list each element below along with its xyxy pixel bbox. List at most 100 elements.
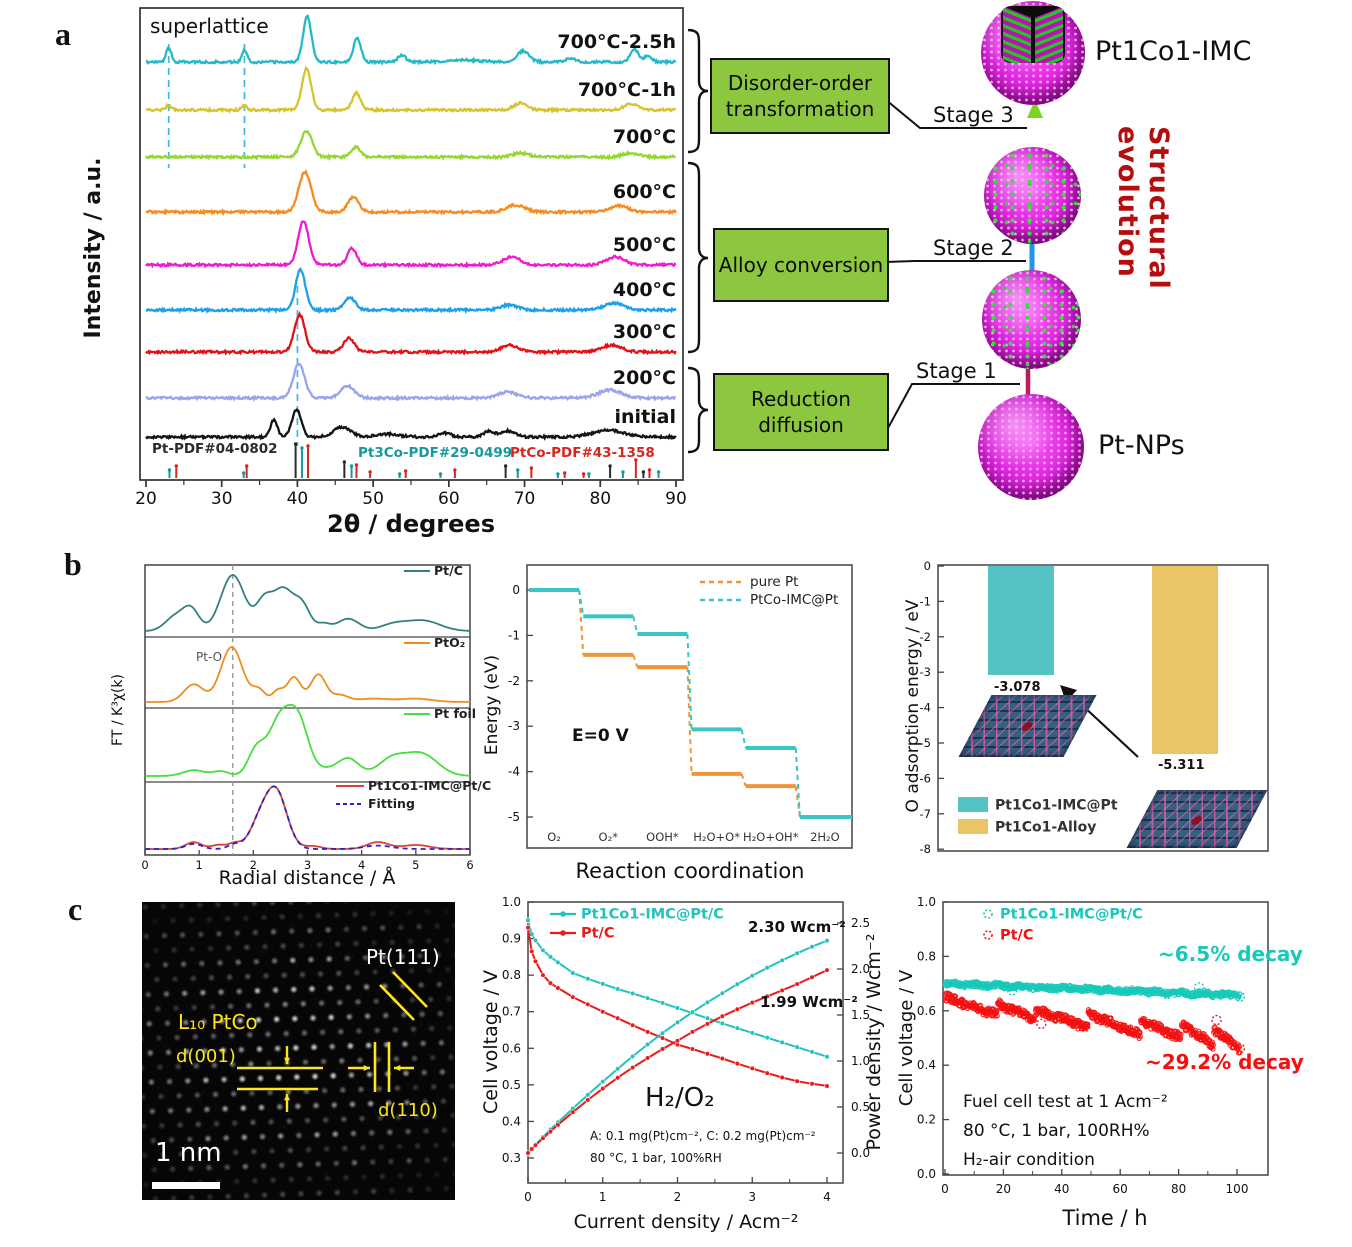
bar-value-alloy: -5.311 bbox=[1158, 758, 1205, 773]
bar-value-imc: -3.078 bbox=[994, 680, 1041, 695]
exafs-curve bbox=[145, 646, 470, 703]
energy-connector bbox=[632, 616, 639, 635]
pol-marker bbox=[704, 1051, 711, 1057]
peak-power-ptc: 1.99 Wcm⁻² bbox=[760, 993, 858, 1011]
dur-outlier bbox=[1234, 991, 1246, 1002]
category-label: O₂ bbox=[547, 830, 561, 844]
ref-stick-cap bbox=[300, 446, 304, 450]
energy-connector bbox=[740, 729, 747, 749]
ref-stick-cap bbox=[562, 471, 567, 475]
ref-stick-cap bbox=[656, 470, 661, 474]
xrd-ylabel: Intensity / a.u. bbox=[81, 157, 106, 338]
e0-annotation: E=0 V bbox=[572, 726, 629, 746]
legend-label: Pt1Co1-IMC@Pt bbox=[995, 798, 1118, 814]
exafs-curve bbox=[145, 703, 471, 777]
pol-marker bbox=[644, 1055, 651, 1061]
dur-point bbox=[1159, 1024, 1165, 1030]
ref-stick-cap bbox=[397, 472, 402, 476]
pt-nanoparticle bbox=[978, 394, 1084, 500]
ref-stick-cap bbox=[516, 468, 520, 472]
dur-outlier bbox=[1036, 1018, 1047, 1030]
y2-tick-label: 0.5 bbox=[851, 1100, 870, 1114]
y-tick-label: 0.8 bbox=[502, 968, 521, 982]
group-brace bbox=[687, 28, 709, 154]
pol-marker bbox=[532, 937, 539, 943]
pol-marker bbox=[779, 987, 785, 993]
pol-marker bbox=[570, 994, 576, 1000]
energy-connector bbox=[578, 589, 585, 617]
pol-marker bbox=[749, 1030, 755, 1036]
ref-stick-cap bbox=[641, 470, 646, 474]
pol-marker bbox=[734, 1006, 740, 1012]
pol-marker bbox=[600, 1079, 606, 1085]
y-tick-label: 0.2 bbox=[917, 1113, 936, 1127]
stage1-box: Reduction diffusion bbox=[713, 373, 889, 451]
y-tick-label: 1.0 bbox=[917, 895, 936, 909]
pol-marker bbox=[615, 1075, 621, 1081]
ref-stick-cap bbox=[293, 442, 298, 446]
legend-label: pure Pt bbox=[750, 574, 798, 590]
legend-label: Pt/C bbox=[1000, 928, 1034, 944]
y-tick-label: 0.7 bbox=[502, 1005, 521, 1019]
structural-evolution-label: Structural evolution bbox=[1112, 126, 1174, 290]
pol-marker bbox=[719, 1055, 725, 1062]
exafs-xlabel: Radial distance / Å bbox=[219, 866, 396, 889]
imc-wall-left bbox=[1002, 6, 1032, 64]
pol-marker bbox=[764, 993, 770, 1000]
ref-stick-cap bbox=[241, 471, 246, 475]
dur-point bbox=[1085, 1021, 1091, 1027]
category-label: 2H₂O bbox=[810, 830, 840, 844]
pol-marker bbox=[809, 944, 815, 950]
tem-arrowhead bbox=[283, 1057, 291, 1064]
y-tick-label: 0.6 bbox=[502, 1041, 521, 1055]
pol-marker bbox=[540, 972, 546, 978]
xrd-curve bbox=[145, 13, 677, 67]
dur-outlier bbox=[1065, 982, 1076, 994]
energy-connector bbox=[794, 747, 801, 818]
ref-stick-cap bbox=[438, 472, 443, 476]
pol-marker bbox=[659, 1030, 666, 1036]
pol-marker bbox=[555, 959, 561, 965]
pol-marker bbox=[734, 1025, 740, 1031]
xrd-curve-label: 500°C bbox=[613, 234, 676, 256]
pol-marker bbox=[779, 957, 785, 963]
x-tick-label: 6 bbox=[466, 858, 473, 872]
y-tick-label: 1.0 bbox=[502, 895, 521, 909]
dur-outlier bbox=[1193, 982, 1205, 993]
xrd-curve bbox=[145, 129, 676, 162]
y-tick-label: -1 bbox=[508, 628, 520, 642]
ref-stick-cap bbox=[349, 464, 354, 468]
ptnps-label: Pt-NPs bbox=[1098, 430, 1185, 461]
dur-outlier bbox=[1079, 1021, 1091, 1033]
pol-marker bbox=[794, 1078, 800, 1084]
x-tick-label: 70 bbox=[514, 489, 536, 509]
y-tick-label: 0.3 bbox=[502, 1151, 521, 1165]
y2-tick-label: 2.0 bbox=[851, 962, 870, 976]
pol-marker bbox=[532, 958, 539, 964]
pol-marker bbox=[764, 1070, 770, 1076]
superlattice-annotation: superlattice bbox=[150, 14, 269, 38]
pol-marker bbox=[749, 973, 755, 979]
x-tick-label: 4 bbox=[358, 858, 365, 872]
stage3-label: Stage 3 bbox=[933, 103, 1014, 127]
dur-point bbox=[1236, 1044, 1243, 1050]
legend-label: Pt/C bbox=[581, 926, 615, 942]
pol-marker bbox=[600, 981, 606, 987]
dur-ylabel: Cell voltage / V bbox=[896, 969, 917, 1106]
dur-outlier bbox=[1161, 989, 1173, 1000]
y2-tick-label: 2.5 bbox=[851, 916, 870, 930]
pol-marker bbox=[719, 1020, 725, 1027]
group-brace bbox=[687, 366, 709, 454]
x-tick-label: 20 bbox=[996, 1182, 1011, 1196]
pol-marker bbox=[615, 1015, 621, 1021]
legend-label: Pt1Co1-IMC@Pt/C bbox=[581, 907, 724, 923]
alloy-nanoparticle-2 bbox=[984, 147, 1081, 244]
pol-marker bbox=[630, 1022, 636, 1028]
dur-point bbox=[994, 1013, 1000, 1019]
ref-stick-cap bbox=[581, 472, 586, 476]
pol-marker bbox=[809, 974, 815, 980]
dur-outlier bbox=[1217, 1030, 1228, 1041]
ref-stick-cap bbox=[503, 464, 508, 468]
pol-marker bbox=[824, 1083, 830, 1089]
energy-connector bbox=[632, 654, 639, 668]
